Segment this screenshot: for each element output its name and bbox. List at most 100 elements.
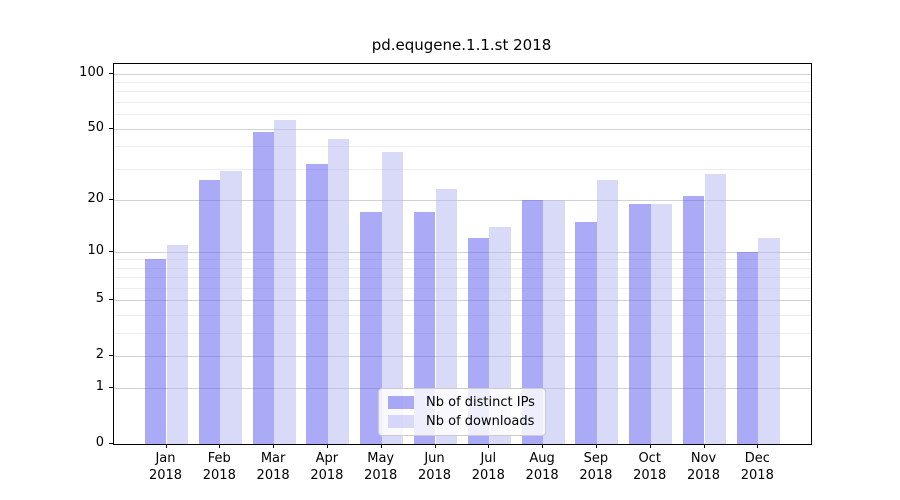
bar-ips-jan	[144, 259, 167, 444]
bar-downloads-sep	[596, 179, 619, 444]
x-tick-mark-mar	[273, 444, 275, 448]
x-tick-month: Dec	[744, 451, 770, 466]
bar-downloads-feb	[220, 171, 242, 444]
bar-ips-aug	[521, 199, 544, 444]
gridline-major-100	[114, 73, 811, 75]
x-tick-mark-may	[380, 444, 382, 448]
x-tick-mark-sep	[595, 444, 597, 448]
gridline-major-10	[114, 251, 811, 253]
x-tick-mark-jun	[434, 444, 436, 448]
x-tick-mark-feb	[219, 444, 221, 448]
x-tick-year: 2018	[364, 468, 398, 483]
x-tick-mark-oct	[649, 444, 651, 448]
y-tick-mark-100	[109, 72, 114, 74]
legend-label-downloads: Nb of downloads	[426, 414, 535, 429]
x-tick-year: 2018	[525, 468, 559, 483]
plot-area	[113, 63, 812, 445]
x-tick-mark-jan	[165, 444, 167, 448]
y-tick-mark-0	[109, 443, 114, 444]
x-tick-month: Feb	[207, 451, 231, 466]
x-tick-label-jun: Jun 2018	[403, 450, 467, 484]
y-tick-mark-1	[109, 387, 114, 389]
y-tick-label-100: 100	[79, 64, 104, 80]
gridline-major-20	[114, 199, 811, 201]
legend-swatch-downloads-icon	[388, 415, 414, 428]
y-tick-label-1: 1	[95, 379, 104, 395]
bar-downloads-nov	[704, 173, 727, 444]
x-tick-label-may: May 2018	[349, 450, 413, 484]
x-tick-mark-apr	[326, 444, 328, 448]
x-tick-month: Mar	[260, 451, 286, 466]
y-tick-mark-10	[109, 250, 114, 252]
y-tick-mark-20	[109, 198, 114, 200]
bar-downloads-oct	[650, 203, 673, 444]
bar-downloads-aug	[543, 199, 565, 444]
bar-ips-mar	[252, 131, 275, 444]
bar-ips-sep	[575, 221, 597, 444]
x-tick-year: 2018	[633, 468, 667, 483]
x-tick-year: 2018	[417, 468, 452, 483]
bar-ips-may	[360, 212, 382, 444]
x-tick-month: Jun	[424, 451, 445, 466]
x-tick-label-oct: Oct 2018	[618, 450, 682, 484]
x-tick-label-sep: Sep 2018	[564, 450, 628, 484]
gridline-minor-90	[114, 82, 811, 84]
bar-ips-feb	[198, 179, 221, 444]
gridline-minor-70	[114, 102, 811, 103]
x-tick-label-jul: Jul 2018	[456, 450, 520, 484]
bar-downloads-mar	[274, 119, 296, 444]
bar-downloads-jun	[435, 189, 458, 444]
x-tick-year: 2018	[256, 468, 290, 483]
gridline-minor-40	[114, 146, 811, 147]
gridline-major-50	[114, 128, 811, 130]
y-tick-label-20: 20	[87, 190, 104, 206]
x-tick-label-nov: Nov 2018	[672, 450, 736, 484]
gridline-minor-7	[114, 277, 811, 279]
x-tick-label-mar: Mar 2018	[241, 450, 305, 484]
x-tick-month: Sep	[583, 451, 609, 466]
x-tick-mark-aug	[542, 444, 544, 448]
y-tick-label-10: 10	[87, 242, 104, 258]
x-tick-year: 2018	[148, 468, 183, 483]
bar-downloads-jan	[166, 244, 189, 444]
x-tick-mark-jul	[488, 444, 490, 448]
x-tick-year: 2018	[740, 468, 774, 483]
bar-ips-oct	[629, 203, 651, 444]
gridline-minor-6	[114, 287, 811, 289]
bar-ips-jun	[413, 212, 436, 444]
x-tick-year: 2018	[310, 468, 344, 483]
x-tick-label-jan: Jan 2018	[134, 450, 198, 484]
gridline-minor-80	[114, 91, 811, 93]
bar-downloads-dec	[758, 238, 780, 444]
x-tick-year: 2018	[686, 468, 721, 483]
x-tick-month: Nov	[690, 451, 717, 466]
bar-ips-nov	[682, 196, 705, 444]
legend: Nb of distinct IPs Nb of downloads	[378, 388, 546, 436]
x-tick-month: May	[367, 451, 395, 466]
y-tick-label-0: 0	[95, 435, 104, 450]
x-tick-month: Aug	[529, 451, 555, 466]
x-tick-month: Jan	[155, 451, 176, 466]
x-tick-label-feb: Feb 2018	[187, 450, 251, 484]
bar-ips-dec	[736, 251, 759, 444]
gridline-minor-3	[114, 332, 811, 334]
x-tick-month: Apr	[315, 451, 339, 466]
y-tick-label-2: 2	[95, 346, 104, 362]
x-tick-month: Jul	[480, 451, 497, 466]
x-tick-label-dec: Dec 2018	[725, 450, 789, 484]
gridline-minor-4	[114, 314, 811, 316]
y-tick-mark-2	[109, 354, 114, 356]
gridline-minor-30	[114, 168, 811, 170]
legend-label-distinct-ips: Nb of distinct IPs	[426, 395, 535, 410]
legend-item-distinct-ips: Nb of distinct IPs	[388, 395, 535, 410]
gridline-major-5	[114, 300, 811, 302]
gridline-major-2	[114, 355, 811, 357]
bar-downloads-may	[381, 152, 404, 444]
y-tick-label-50: 50	[87, 119, 104, 135]
x-tick-label-apr: Apr 2018	[295, 450, 359, 484]
y-tick-label-5: 5	[95, 291, 104, 307]
legend-item-downloads: Nb of downloads	[388, 414, 535, 429]
gridline-minor-60	[114, 114, 811, 116]
legend-swatch-distinct-ips-icon	[388, 396, 414, 409]
